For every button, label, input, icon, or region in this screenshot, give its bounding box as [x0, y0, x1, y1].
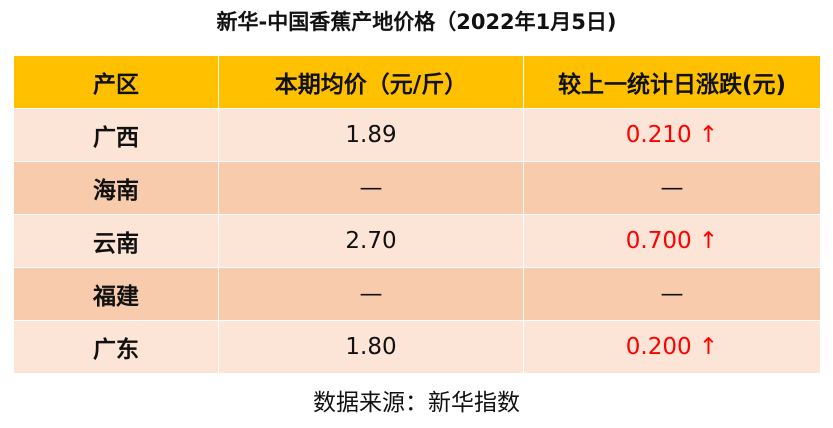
- source-note: 数据来源：新华指数: [313, 390, 520, 416]
- value-cell: —: [523, 161, 821, 215]
- header-row: 产区 本期均价（元/斤） 较上一统计日涨跌(元): [13, 55, 821, 109]
- value-cell: —: [523, 267, 821, 321]
- table-body: 广西 1.89 0.210 ↑ 海南 — — 云南 2.70 0.700 ↑ 福建 — — 广东 1.80…: [13, 108, 821, 374]
- value-cell: 0.700 ↑: [523, 214, 821, 268]
- value-cell: —: [218, 267, 524, 321]
- region-cell: 广西: [13, 108, 219, 162]
- region-cell: 云南: [13, 214, 219, 268]
- value-cell: 2.70: [218, 214, 524, 268]
- table-row: 云南 2.70 0.700 ↑: [13, 214, 821, 268]
- value-cell: 1.89: [218, 108, 524, 162]
- region-cell: 福建: [13, 267, 219, 321]
- value-cell: —: [218, 161, 524, 215]
- value-cell: 0.210 ↑: [523, 108, 821, 162]
- price-table: 产区 本期均价（元/斤） 较上一统计日涨跌(元) 广西 1.89 0.210 ↑ 海南 — —…: [13, 55, 821, 374]
- region-cell: 海南: [13, 161, 219, 215]
- column-header: 较上一统计日涨跌(元): [523, 55, 821, 109]
- table-row: 广西 1.89 0.210 ↑: [13, 108, 821, 162]
- title: 新华-中国香蕉产地价格（2022年1月5日): [216, 10, 617, 34]
- column-header: 产区: [13, 55, 219, 109]
- table-row: 福建 — —: [13, 267, 821, 321]
- region-cell: 广东: [13, 320, 219, 374]
- value-cell: 1.80: [218, 320, 524, 374]
- table-row: 广东 1.80 0.200 ↑: [13, 320, 821, 374]
- column-header: 本期均价（元/斤）: [218, 55, 524, 109]
- value-cell: 0.200 ↑: [523, 320, 821, 374]
- table-row: 海南 — —: [13, 161, 821, 215]
